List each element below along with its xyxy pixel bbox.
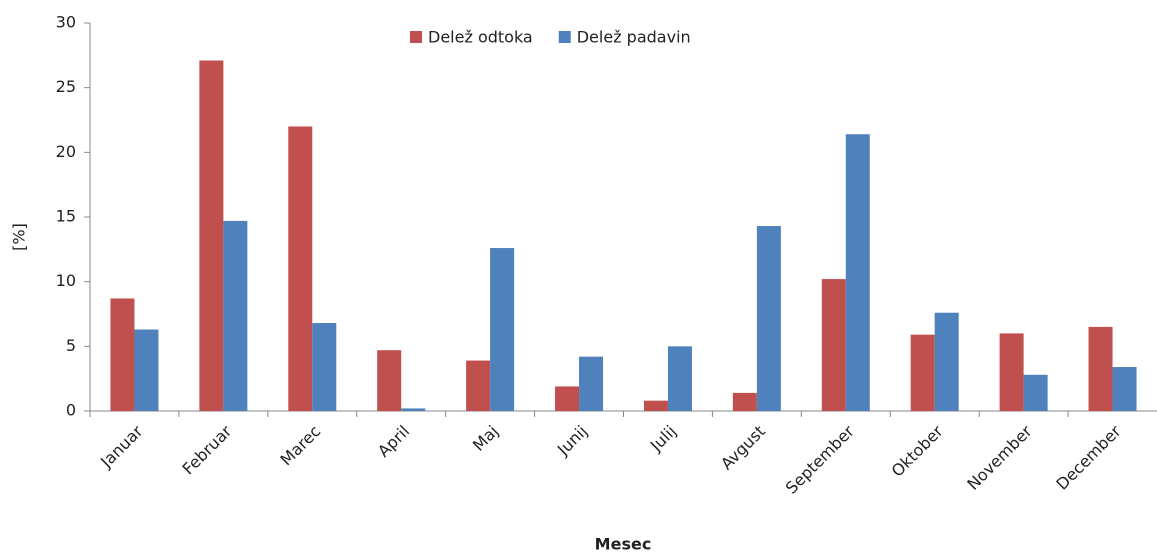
legend-label: Delež odtoka — [428, 28, 533, 47]
x-tick-label: November — [963, 421, 1036, 494]
y-tick-label: 5 — [66, 336, 76, 355]
x-tick-label: Januar — [96, 421, 147, 472]
bar — [110, 298, 135, 411]
x-tick-label: April — [374, 422, 413, 461]
bar — [223, 220, 248, 411]
x-tick-label: September — [782, 421, 858, 497]
y-tick-label: 30 — [56, 13, 76, 32]
x-tick-label: Marec — [277, 422, 325, 470]
bar — [999, 333, 1024, 411]
y-tick-label: 20 — [56, 142, 76, 161]
bar — [667, 346, 692, 411]
x-tick-label: Junij — [553, 422, 591, 460]
bar — [134, 329, 159, 411]
legend-swatch — [410, 31, 422, 43]
bar — [732, 392, 757, 411]
y-axis-label: [%] — [10, 223, 29, 251]
x-tick-label: Oktober — [888, 421, 947, 480]
x-tick-label: Februar — [179, 421, 236, 478]
legend-swatch — [558, 31, 571, 43]
x-tick-label: Avgust — [717, 422, 769, 474]
bar — [845, 134, 870, 411]
bar — [579, 356, 604, 411]
bar — [555, 386, 580, 411]
bar — [199, 60, 224, 412]
bar — [643, 400, 668, 411]
y-tick-label: 0 — [66, 401, 76, 420]
bar — [756, 226, 781, 411]
x-tick-label: Maj — [469, 422, 502, 455]
bar — [1088, 326, 1113, 411]
bar — [401, 408, 426, 411]
bar — [821, 279, 846, 411]
y-tick-label: 25 — [56, 77, 76, 96]
bar — [1023, 374, 1048, 411]
bar — [934, 312, 959, 411]
legend-label: Delež padavin — [577, 28, 691, 47]
bar — [377, 350, 402, 411]
x-axis-label: Mesec — [595, 535, 652, 554]
x-tick-label: December — [1052, 421, 1124, 493]
bar — [312, 323, 337, 411]
y-tick-label: 10 — [56, 271, 76, 290]
bar — [466, 360, 491, 411]
bar — [490, 248, 515, 411]
bar — [910, 334, 935, 411]
x-tick-label: Julij — [646, 422, 680, 456]
bar — [1112, 367, 1137, 411]
bar — [288, 126, 313, 411]
y-tick-label: 15 — [56, 207, 76, 226]
